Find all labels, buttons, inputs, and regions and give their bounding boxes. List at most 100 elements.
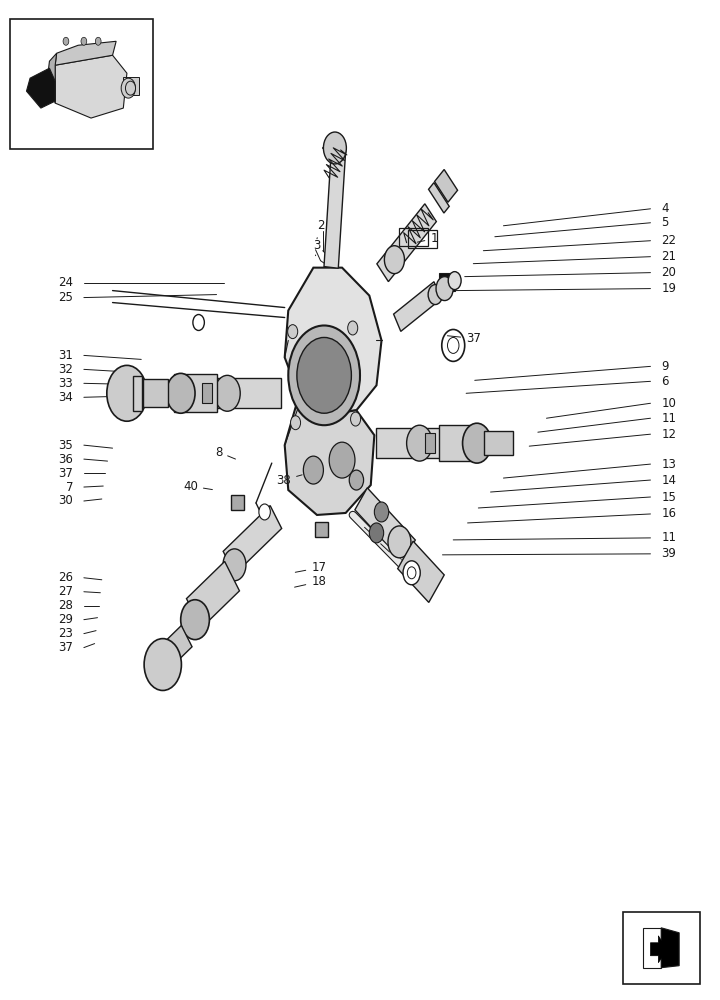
Polygon shape (55, 41, 116, 65)
Polygon shape (48, 53, 57, 103)
Circle shape (181, 600, 210, 640)
Polygon shape (158, 626, 192, 670)
Circle shape (193, 315, 204, 330)
Text: 8: 8 (215, 446, 235, 459)
Circle shape (462, 423, 491, 463)
Text: 36: 36 (58, 453, 73, 466)
Text: 26: 26 (58, 571, 73, 584)
Polygon shape (355, 488, 415, 562)
Circle shape (259, 504, 270, 520)
Polygon shape (439, 425, 479, 461)
Polygon shape (324, 147, 346, 268)
Text: 27: 27 (58, 585, 73, 598)
Circle shape (291, 416, 300, 430)
Polygon shape (377, 428, 441, 458)
Circle shape (388, 526, 411, 558)
Polygon shape (223, 506, 282, 574)
Polygon shape (484, 431, 513, 455)
Polygon shape (643, 928, 661, 968)
Text: 16: 16 (661, 507, 676, 520)
Text: 17: 17 (295, 561, 326, 574)
Text: 37: 37 (58, 467, 73, 480)
Text: 4: 4 (661, 202, 669, 215)
Circle shape (374, 502, 389, 522)
Text: 14: 14 (661, 474, 676, 487)
Polygon shape (55, 55, 127, 118)
Text: 38: 38 (276, 474, 302, 487)
Circle shape (428, 285, 443, 305)
Text: 9: 9 (661, 360, 669, 373)
Circle shape (303, 456, 323, 484)
Bar (202, 383, 212, 403)
Circle shape (223, 549, 246, 581)
Text: 31: 31 (58, 349, 73, 362)
Text: 1: 1 (417, 232, 438, 245)
Polygon shape (284, 395, 374, 515)
Text: 11: 11 (661, 531, 676, 544)
Polygon shape (27, 68, 55, 108)
Text: 18: 18 (294, 575, 326, 588)
Text: 40: 40 (183, 480, 212, 493)
Text: 12: 12 (661, 428, 676, 441)
Bar (123, 77, 139, 95)
Text: 21: 21 (661, 250, 676, 263)
Circle shape (215, 375, 240, 411)
Circle shape (95, 37, 101, 45)
Text: 37: 37 (447, 332, 481, 345)
Circle shape (121, 78, 135, 98)
Bar (408, 230, 437, 248)
Polygon shape (394, 282, 441, 331)
Circle shape (107, 365, 147, 421)
Bar (623, 912, 700, 984)
Text: 39: 39 (661, 547, 676, 560)
Circle shape (449, 272, 461, 290)
Polygon shape (174, 374, 217, 412)
Text: 10: 10 (661, 397, 676, 410)
Polygon shape (377, 204, 436, 282)
Circle shape (323, 132, 346, 164)
Bar (231, 495, 244, 510)
Text: 22: 22 (661, 234, 676, 247)
Text: 6: 6 (661, 375, 669, 388)
Text: 32: 32 (58, 363, 73, 376)
Text: 30: 30 (58, 494, 73, 507)
Circle shape (63, 37, 69, 45)
Polygon shape (650, 936, 667, 963)
Polygon shape (186, 561, 240, 628)
Text: 35: 35 (58, 439, 73, 452)
Polygon shape (143, 379, 168, 407)
Text: 29: 29 (58, 613, 73, 626)
Bar (426, 433, 436, 453)
Circle shape (288, 325, 297, 339)
Text: 2: 2 (317, 219, 325, 239)
Text: 13: 13 (661, 458, 676, 471)
Circle shape (166, 373, 195, 413)
Circle shape (369, 523, 384, 543)
Polygon shape (661, 928, 679, 968)
Polygon shape (435, 169, 458, 202)
Polygon shape (217, 378, 281, 408)
Polygon shape (284, 268, 382, 415)
Circle shape (448, 337, 459, 353)
Polygon shape (397, 541, 444, 602)
Bar (439, 273, 454, 291)
Text: 23: 23 (58, 627, 73, 640)
Text: 20: 20 (661, 266, 676, 279)
Bar (10, 19, 153, 149)
Circle shape (349, 470, 364, 490)
Polygon shape (428, 183, 449, 213)
Bar (400, 228, 428, 246)
Text: 3: 3 (313, 239, 320, 256)
Circle shape (407, 425, 433, 461)
Bar (315, 522, 328, 537)
Text: 7: 7 (66, 481, 73, 494)
Circle shape (81, 37, 86, 45)
Circle shape (329, 442, 355, 478)
Circle shape (403, 561, 420, 585)
Text: 28: 28 (58, 599, 73, 612)
Text: 15: 15 (661, 491, 676, 504)
Text: 19: 19 (661, 282, 676, 295)
Circle shape (348, 321, 358, 335)
Circle shape (288, 325, 360, 425)
Text: 33: 33 (58, 377, 73, 390)
